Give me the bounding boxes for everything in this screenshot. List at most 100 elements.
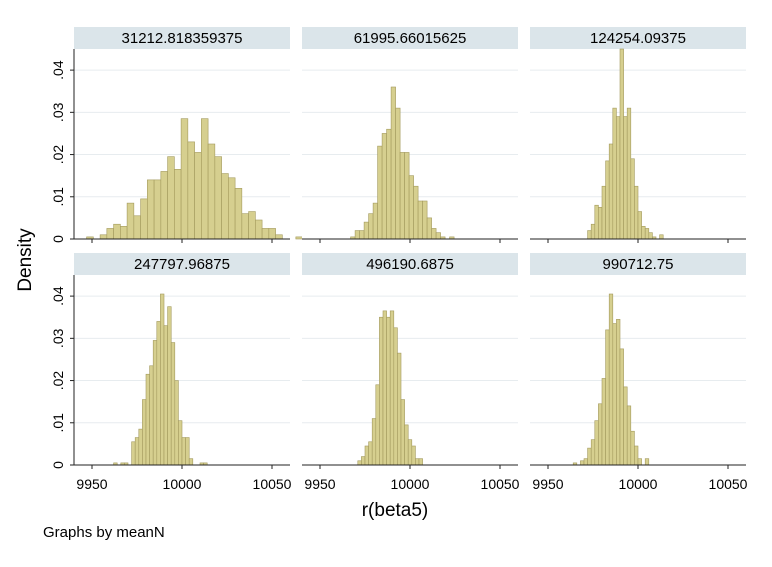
histogram-bar	[616, 319, 621, 466]
panel-title-strip	[530, 27, 746, 49]
histogram-bar	[616, 116, 621, 240]
histogram-bar	[379, 316, 384, 466]
x-tick-label: 10000	[163, 476, 202, 492]
histogram-bar	[411, 445, 416, 466]
histogram-bar	[147, 179, 155, 240]
histogram-bar	[408, 175, 414, 240]
panel: 124254.09375	[530, 27, 746, 243]
histogram-bar	[583, 458, 588, 466]
histogram-bar	[644, 458, 650, 466]
plot-region	[530, 275, 746, 465]
histogram-bar	[598, 403, 603, 466]
histogram-bar	[386, 128, 392, 240]
histogram-bar	[357, 460, 362, 466]
histogram-bar	[133, 215, 141, 240]
panel-title: 31212.818359375	[122, 30, 243, 47]
histogram-bar	[138, 428, 143, 466]
histogram-bar	[608, 143, 614, 240]
histogram-bar	[626, 405, 632, 466]
histogram-bar	[634, 445, 639, 466]
panel-title-strip	[302, 27, 518, 49]
histogram-bar	[400, 399, 405, 466]
histogram-bar	[612, 323, 617, 466]
histogram-bar	[605, 329, 610, 466]
y-tick-label: .01	[50, 187, 66, 207]
histogram-bar	[214, 156, 222, 240]
histogram-bar	[113, 223, 121, 240]
histogram-bar	[152, 340, 158, 466]
histogram-bar	[174, 169, 182, 240]
histogram-bar	[241, 213, 249, 240]
x-tick-label: 10050	[709, 476, 748, 492]
histogram-bar	[435, 232, 441, 240]
histogram-bar	[386, 316, 391, 466]
y-tick-label: .02	[50, 371, 66, 391]
histogram-bar	[417, 200, 423, 240]
histogram-bar	[404, 424, 409, 466]
histogram-bar	[228, 177, 236, 240]
histogram-bar	[255, 219, 263, 240]
y-tick-label: .01	[50, 413, 66, 433]
histogram-bar	[598, 207, 603, 240]
histogram-bar	[389, 310, 395, 466]
x-tick-label: 9950	[304, 476, 335, 492]
histogram-bar	[295, 236, 303, 240]
histogram-bar	[354, 230, 360, 240]
histogram-bar	[431, 228, 437, 240]
x-axis-label: r(beta5)	[362, 500, 429, 521]
histogram-bar	[120, 226, 128, 240]
histogram-bar	[188, 458, 194, 466]
panel-title: 990712.75	[603, 256, 674, 273]
histogram-bar	[372, 202, 378, 240]
histogram-bar	[368, 213, 374, 240]
histogram-bar	[407, 439, 413, 466]
graphs-by-note: Graphs by meanN	[43, 524, 165, 541]
histogram-bar	[587, 447, 592, 466]
histogram-bar	[648, 232, 653, 240]
histogram-bar	[637, 211, 642, 240]
histogram-bar	[363, 221, 369, 240]
x-tick-label: 9950	[76, 476, 107, 492]
histogram-bar	[637, 458, 642, 466]
histogram-bar	[634, 185, 639, 240]
histogram-bar	[359, 230, 365, 240]
histogram-bar	[623, 116, 628, 240]
histogram-bar	[623, 386, 628, 466]
histogram-bar	[375, 384, 380, 466]
y-tick-label: 0	[50, 235, 66, 243]
histogram-bar	[397, 352, 402, 466]
histogram-bar	[167, 156, 175, 240]
histogram-bar	[393, 327, 398, 466]
histogram-bar	[413, 185, 419, 240]
histogram-bar	[390, 86, 396, 240]
histogram-bar	[99, 234, 108, 240]
histogram-bar	[221, 173, 229, 240]
histogram-bar	[361, 456, 366, 466]
y-tick-label: .04	[50, 60, 66, 80]
panel-title-strip	[74, 253, 290, 275]
histogram-bar	[371, 418, 377, 466]
histogram-bar	[399, 152, 405, 240]
histogram-bar	[163, 325, 168, 466]
y-tick-label: .02	[50, 145, 66, 165]
x-tick-label: 10050	[481, 476, 520, 492]
histogram-bar	[187, 141, 195, 240]
y-tick-label: .03	[50, 102, 66, 122]
histogram-bar	[142, 399, 147, 466]
histogram-bar	[659, 234, 664, 240]
histogram-bar	[382, 310, 387, 466]
histogram-bar	[594, 420, 599, 466]
histogram-bar	[630, 158, 635, 240]
histogram-bar	[641, 226, 646, 240]
histogram-bar	[587, 230, 592, 240]
x-tick-label: 9950	[532, 476, 563, 492]
histogram-bar	[619, 48, 624, 240]
histogram-bar	[131, 441, 136, 466]
histogram-bar	[153, 179, 162, 240]
panel: 31212.818359375 0 .01 .02 .03 .04	[50, 27, 317, 243]
histogram-bar	[234, 188, 243, 240]
histogram-bar	[160, 293, 165, 466]
x-tick-label: 10050	[253, 476, 292, 492]
